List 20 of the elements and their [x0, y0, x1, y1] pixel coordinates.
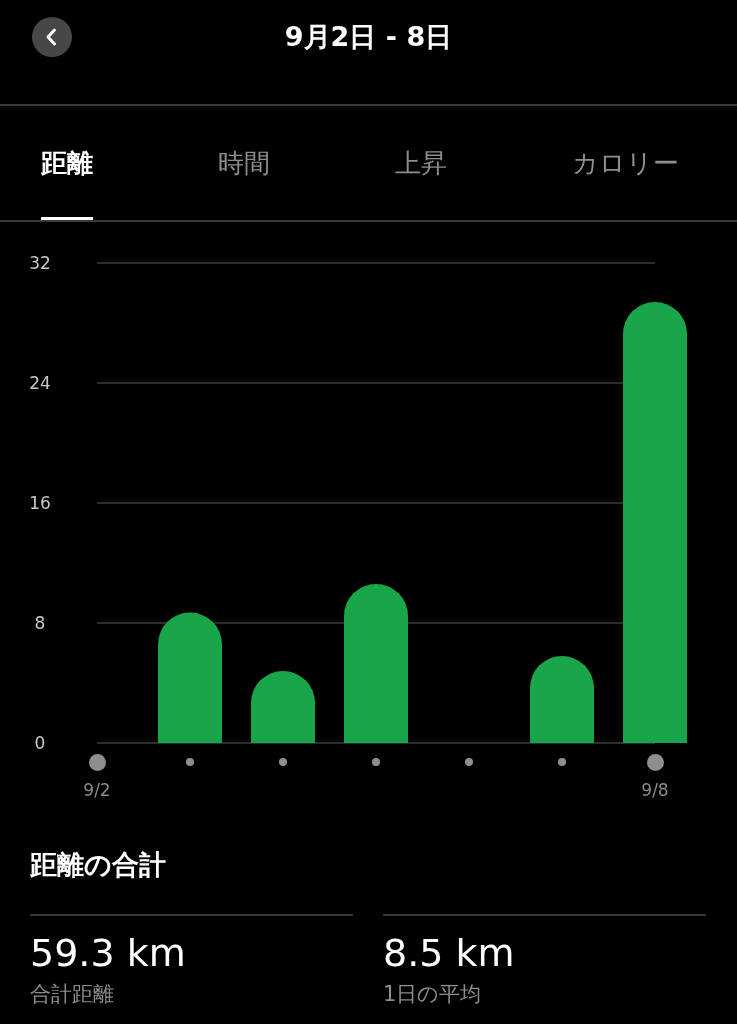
chart-title: 9月2日 - 8日	[283, 20, 454, 54]
text: カロリー	[572, 148, 679, 178]
x-tick-label: 9/8	[641, 779, 669, 800]
x-tick-label: 9/2	[83, 779, 111, 800]
bar	[623, 302, 687, 743]
text: 時間	[218, 148, 270, 178]
bar	[158, 612, 222, 743]
bar	[344, 584, 408, 743]
y-tick-label: 32	[29, 253, 51, 273]
y-tick-label: 24	[29, 373, 51, 393]
text: 距離	[41, 148, 93, 178]
text: 59.3 km	[30, 930, 186, 976]
y-tick-label: 16	[29, 493, 51, 513]
text: 1日の平均	[383, 981, 482, 1008]
y-tick-label: 8	[34, 613, 46, 633]
text: 距離の合計	[30, 848, 166, 882]
text: 8.5 km	[383, 930, 515, 976]
text: 上昇	[395, 148, 447, 178]
text: 合計距離	[30, 981, 114, 1008]
y-tick-label: 0	[34, 733, 46, 753]
